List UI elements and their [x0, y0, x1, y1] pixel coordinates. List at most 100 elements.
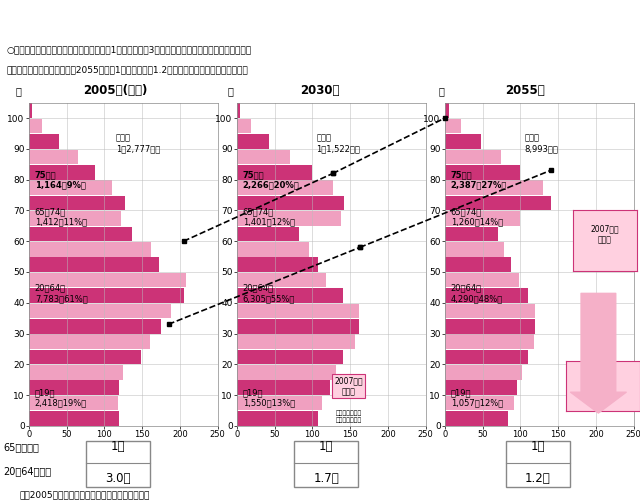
Bar	[445, 273, 519, 288]
Bar	[445, 350, 528, 364]
Text: 歳: 歳	[227, 86, 233, 96]
Bar	[445, 134, 481, 149]
Text: 1人: 1人	[111, 440, 125, 453]
Bar	[29, 350, 141, 364]
Text: ～19歳
1,057（12%）: ～19歳 1,057（12%）	[451, 388, 503, 408]
Bar	[237, 350, 343, 364]
Bar	[29, 242, 151, 257]
Bar	[237, 134, 269, 149]
Bar	[29, 196, 125, 210]
Text: 歳: 歳	[16, 86, 22, 96]
Bar	[445, 242, 504, 257]
Bar	[445, 411, 508, 426]
Text: 65～74歳
1,260（14%）: 65～74歳 1,260（14%）	[451, 207, 503, 226]
Bar	[445, 180, 543, 195]
Text: 2030年: 2030年	[300, 84, 340, 97]
Bar	[237, 196, 344, 210]
Bar	[29, 334, 150, 349]
Bar	[29, 165, 95, 180]
Bar	[29, 180, 112, 195]
Bar	[29, 365, 123, 380]
Text: 65～74歳
1,401（12%）: 65～74歳 1,401（12%）	[243, 207, 295, 226]
Text: 1.2人: 1.2人	[525, 472, 550, 485]
Text: 20～64歳
7,783（61%）: 20～64歳 7,783（61%）	[35, 284, 88, 303]
Text: 1人: 1人	[319, 440, 333, 453]
Text: 1人: 1人	[531, 440, 545, 453]
Bar	[445, 150, 502, 164]
Bar	[237, 304, 359, 318]
Text: 歳: 歳	[438, 86, 444, 96]
Text: 75歳～
2,266（20%）: 75歳～ 2,266（20%）	[243, 170, 300, 189]
Bar	[237, 165, 312, 180]
Bar	[29, 288, 184, 303]
Bar	[29, 411, 120, 426]
Bar	[237, 258, 318, 272]
Text: ～19歳
2,418（19%）: ～19歳 2,418（19%）	[35, 388, 87, 408]
Text: 万人: 万人	[326, 450, 337, 459]
Bar	[29, 304, 171, 318]
Text: 注：2005年は国勢調査結果（年齢不詳按分人口）: 注：2005年は国勢調査結果（年齢不詳按分人口）	[19, 490, 150, 499]
Text: 65～74歳
1,412（11%）: 65～74歳 1,412（11%）	[35, 207, 87, 226]
Bar	[445, 165, 520, 180]
Bar	[29, 211, 121, 226]
Bar	[237, 380, 330, 395]
Bar	[237, 104, 240, 118]
Text: 総人口
1億1,522万人: 総人口 1億1,522万人	[316, 133, 360, 153]
Bar	[29, 396, 118, 410]
Bar	[445, 319, 536, 334]
Bar	[445, 104, 449, 118]
Bar	[445, 304, 536, 318]
Bar	[237, 150, 290, 164]
Bar	[29, 104, 32, 118]
Text: 今後の出生率の
動向により変化: 今後の出生率の 動向により変化	[590, 380, 616, 392]
Text: 2055年: 2055年	[505, 84, 545, 97]
Bar	[237, 211, 341, 226]
Bar	[29, 119, 42, 133]
Text: 今後の出生率の
動向により変化: 今後の出生率の 動向により変化	[335, 410, 362, 422]
Bar	[237, 180, 333, 195]
Text: 20～64歳人口: 20～64歳人口	[3, 466, 51, 476]
Text: 2007年～
生まれ: 2007年～ 生まれ	[334, 377, 363, 396]
Text: 1.7人: 1.7人	[314, 472, 339, 485]
Text: 3.0人: 3.0人	[106, 472, 131, 485]
Bar	[445, 334, 534, 349]
Text: 総人口
1億2,777万人: 総人口 1億2,777万人	[116, 133, 160, 153]
Text: 人口ピラミッドの変化(2005,2030,2055） ― 平成18年中位推計―: 人口ピラミッドの変化(2005,2030,2055） ― 平成18年中位推計―	[150, 14, 490, 28]
Text: 65歳～人口: 65歳～人口	[3, 442, 39, 452]
Bar	[445, 380, 517, 395]
Bar	[445, 226, 498, 241]
Bar	[445, 119, 461, 133]
Bar	[237, 319, 359, 334]
Bar	[445, 365, 522, 380]
Text: 75歳～
1,164（9%）: 75歳～ 1,164（9%）	[35, 170, 86, 189]
Bar	[29, 134, 59, 149]
Text: 20～64歳
4,290（48%）: 20～64歳 4,290（48%）	[451, 284, 503, 303]
Text: 2005年(実績): 2005年(実績)	[83, 84, 147, 97]
Text: 少子高齢化が一層進行する2055年には1人の高齢者を1.2人で支える社会構造になると想定: 少子高齢化が一層進行する2055年には1人の高齢者を1.2人で支える社会構造にな…	[6, 65, 248, 74]
Text: ～19歳
1,550（13%）: ～19歳 1,550（13%）	[243, 388, 295, 408]
Bar	[237, 411, 317, 426]
Bar	[445, 196, 550, 210]
Bar	[29, 380, 120, 395]
Bar	[29, 273, 186, 288]
Text: 万人: 万人	[534, 450, 545, 459]
Bar	[29, 226, 132, 241]
Bar	[445, 258, 511, 272]
Bar	[29, 319, 161, 334]
Bar	[237, 226, 299, 241]
Bar	[29, 150, 78, 164]
Bar	[445, 211, 520, 226]
Text: ○我が国の人口構造の変化を見ると、現在1人の高齢者を3人で支えている社会構造になっており、: ○我が国の人口構造の変化を見ると、現在1人の高齢者を3人で支えている社会構造にな…	[6, 45, 252, 54]
Bar	[237, 288, 342, 303]
Bar	[237, 119, 251, 133]
Text: 総人口
8,993万人: 総人口 8,993万人	[524, 133, 558, 153]
Bar	[445, 396, 513, 410]
Text: 20～64歳
6,305（55%）: 20～64歳 6,305（55%）	[243, 284, 295, 303]
Text: 万人: 万人	[118, 450, 129, 459]
Bar	[237, 396, 322, 410]
Bar	[237, 273, 326, 288]
Bar	[445, 288, 528, 303]
Text: 75歳～
2,387（27%）: 75歳～ 2,387（27%）	[451, 170, 508, 189]
Text: 2007年～
生まれ: 2007年～ 生まれ	[591, 225, 619, 244]
Bar	[29, 258, 159, 272]
